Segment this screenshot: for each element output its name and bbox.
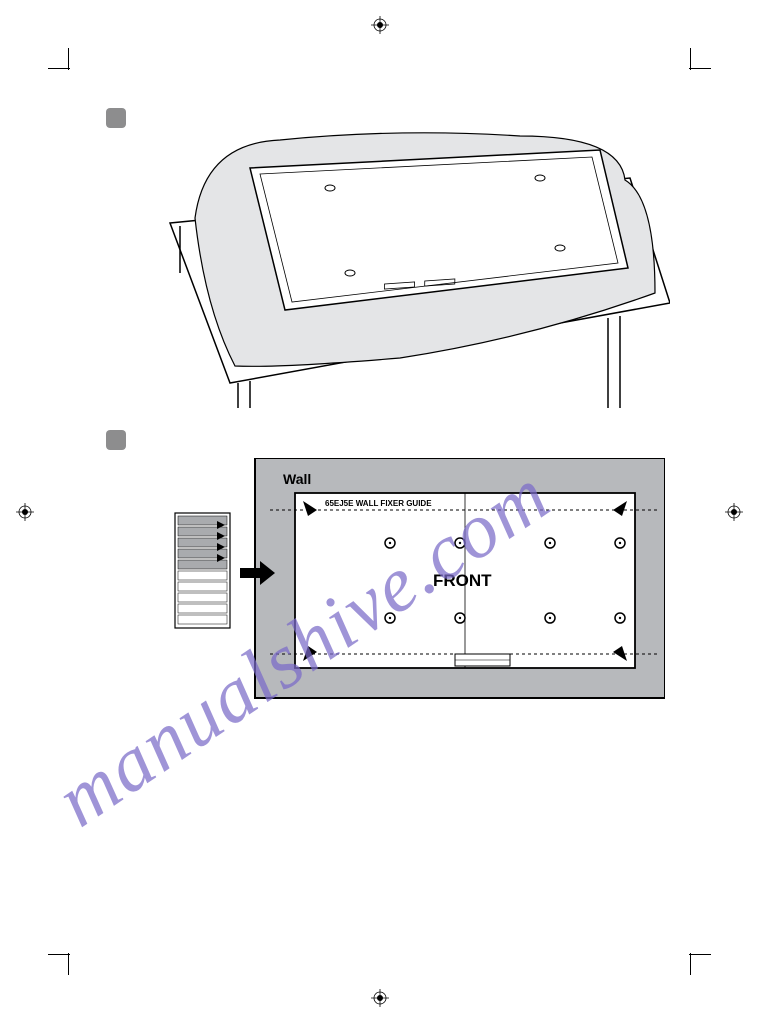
crop-mark xyxy=(68,953,69,975)
front-label: FRONT xyxy=(433,571,492,590)
wall-label: Wall xyxy=(283,471,311,487)
crop-mark xyxy=(48,954,70,955)
crop-mark xyxy=(48,68,70,69)
registration-mark-icon xyxy=(371,16,389,34)
registration-mark-icon xyxy=(371,989,389,1007)
figure-tv-on-table xyxy=(150,108,670,408)
manual-booklet-icon xyxy=(175,513,230,628)
figure-wall-template: Wall 65EJ5E WALL FIXER GUIDE FRONT xyxy=(165,458,665,718)
registration-mark-icon xyxy=(725,503,743,521)
registration-mark-icon xyxy=(16,503,34,521)
crop-mark xyxy=(68,48,69,70)
step-bullet xyxy=(106,430,126,450)
crop-mark xyxy=(689,68,711,69)
crop-mark xyxy=(690,48,691,70)
crop-mark xyxy=(690,953,691,975)
crop-mark xyxy=(689,954,711,955)
step-bullet xyxy=(106,108,126,128)
guide-label: 65EJ5E WALL FIXER GUIDE xyxy=(325,499,432,508)
